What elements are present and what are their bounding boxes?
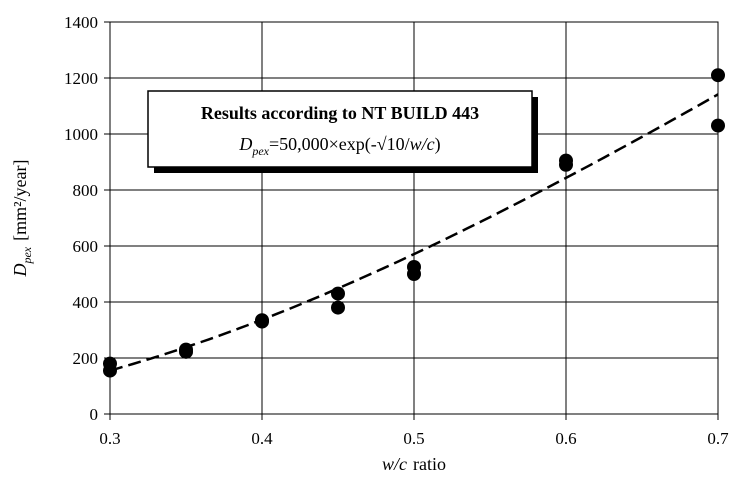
y-tick-label: 0	[90, 405, 99, 424]
trend-line	[109, 93, 719, 372]
annotation-box: Results according to NT BUILD 443 Dpex=5…	[147, 90, 538, 173]
data-point	[711, 118, 725, 133]
y-tick-label: 600	[73, 237, 99, 256]
x-tick-label: 0.6	[555, 429, 576, 448]
data-point	[103, 363, 117, 378]
y-axis-title: Dpex[mm²/year]	[10, 159, 34, 277]
y-tick-label: 200	[73, 349, 99, 368]
data-point	[179, 344, 193, 359]
y-axis-ticks: 0 200 400 600 800 1000 1200 1400	[64, 13, 110, 424]
x-axis-ticks: 0.3 0.4 0.5 0.6 0.7	[99, 414, 729, 448]
annotation-title: Results according to NT BUILD 443	[201, 103, 479, 123]
x-tick-label: 0.5	[403, 429, 424, 448]
y-tick-label: 1200	[64, 69, 98, 88]
x-axis-title: w/c ratio	[382, 454, 446, 474]
x-tick-label: 0.3	[99, 429, 120, 448]
x-tick-label: 0.7	[707, 429, 729, 448]
data-point	[255, 314, 269, 329]
gridlines	[110, 22, 718, 414]
annotation-frame	[147, 90, 533, 168]
data-point	[331, 286, 345, 301]
data-point	[711, 68, 725, 83]
y-tick-label: 800	[73, 181, 99, 200]
annotation-formula: Dpex=50,000×exp(-√10/w/c)	[238, 134, 440, 158]
x-tick-label: 0.4	[251, 429, 273, 448]
data-point	[559, 157, 573, 172]
y-tick-label: 1400	[64, 13, 98, 32]
data-point	[331, 300, 345, 315]
y-tick-label: 400	[73, 293, 99, 312]
y-tick-label: 1000	[64, 125, 98, 144]
data-points	[103, 68, 725, 378]
data-point	[407, 267, 421, 281]
